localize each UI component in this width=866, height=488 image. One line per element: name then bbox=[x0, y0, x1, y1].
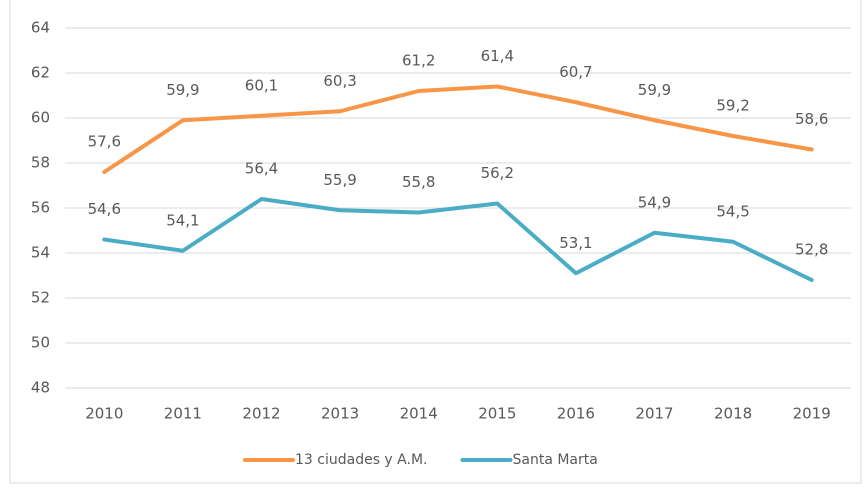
y-tick-label: 50 bbox=[31, 334, 50, 352]
x-tick-label: 2013 bbox=[321, 405, 359, 423]
y-tick-label: 52 bbox=[31, 289, 50, 307]
data-label: 58,6 bbox=[795, 110, 828, 128]
x-tick-label: 2018 bbox=[714, 405, 752, 423]
data-label: 55,8 bbox=[402, 173, 435, 191]
x-tick-label: 2019 bbox=[793, 405, 831, 423]
line-series bbox=[102, 197, 814, 282]
data-label: 60,1 bbox=[245, 76, 278, 94]
x-tick-label: 2014 bbox=[400, 405, 438, 423]
data-label: 55,9 bbox=[323, 171, 356, 189]
data-label: 56,4 bbox=[245, 160, 278, 178]
data-label: 54,5 bbox=[716, 202, 749, 220]
y-tick-label: 60 bbox=[31, 109, 50, 127]
x-tick-label: 2017 bbox=[635, 405, 673, 423]
y-tick-label: 62 bbox=[31, 64, 50, 82]
data-label: 54,6 bbox=[88, 200, 121, 218]
data-label: 59,2 bbox=[716, 97, 749, 115]
data-label: 57,6 bbox=[88, 133, 121, 151]
y-tick-label: 58 bbox=[31, 154, 50, 172]
y-tick-label: 64 bbox=[31, 19, 50, 37]
x-tick-label: 2012 bbox=[242, 405, 280, 423]
data-label: 59,9 bbox=[166, 81, 199, 99]
x-tick-label: 2011 bbox=[164, 405, 202, 423]
data-label: 53,1 bbox=[559, 234, 592, 252]
data-label: 52,8 bbox=[795, 241, 828, 259]
data-label: 60,7 bbox=[559, 63, 592, 81]
data-label: 60,3 bbox=[323, 72, 356, 90]
data-label: 54,9 bbox=[638, 193, 671, 211]
data-label: 61,2 bbox=[402, 52, 435, 70]
legend-label: 13 ciudades y A.M. bbox=[295, 452, 427, 468]
data-label: 54,1 bbox=[166, 211, 199, 229]
x-tick-label: 2010 bbox=[85, 405, 123, 423]
line-series bbox=[102, 84, 814, 174]
y-tick-label: 48 bbox=[31, 379, 50, 397]
legend-label: Santa Marta bbox=[512, 452, 597, 468]
data-label: 56,2 bbox=[481, 164, 514, 182]
x-tick-label: 2016 bbox=[557, 405, 595, 423]
x-tick-label: 2015 bbox=[478, 405, 516, 423]
y-tick-label: 56 bbox=[31, 199, 50, 217]
y-tick-label: 54 bbox=[31, 244, 50, 262]
data-label: 59,9 bbox=[638, 81, 671, 99]
data-label: 61,4 bbox=[481, 47, 514, 65]
